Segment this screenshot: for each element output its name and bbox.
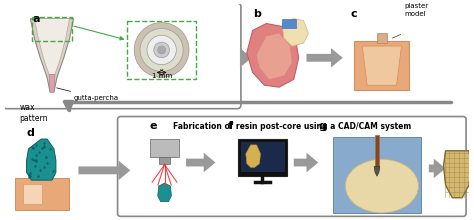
Text: wax
pattern: wax pattern: [20, 103, 48, 123]
FancyBboxPatch shape: [377, 33, 387, 43]
FancyBboxPatch shape: [355, 41, 409, 90]
Polygon shape: [186, 153, 216, 172]
Ellipse shape: [345, 159, 419, 213]
FancyBboxPatch shape: [241, 142, 284, 171]
Text: f: f: [228, 121, 233, 131]
Polygon shape: [158, 183, 172, 202]
Text: 1 mm: 1 mm: [152, 73, 172, 79]
Polygon shape: [240, 48, 252, 68]
Polygon shape: [429, 159, 446, 178]
FancyBboxPatch shape: [23, 184, 42, 204]
FancyBboxPatch shape: [333, 137, 421, 213]
Text: c: c: [351, 9, 357, 19]
Circle shape: [140, 28, 183, 72]
Polygon shape: [444, 151, 471, 198]
FancyBboxPatch shape: [128, 21, 196, 79]
Polygon shape: [294, 153, 318, 172]
Text: e: e: [150, 121, 157, 131]
Polygon shape: [78, 161, 130, 180]
FancyBboxPatch shape: [118, 117, 466, 216]
Text: g: g: [318, 121, 326, 131]
Text: a: a: [32, 14, 40, 24]
FancyBboxPatch shape: [159, 157, 171, 165]
Polygon shape: [247, 24, 299, 87]
Polygon shape: [362, 46, 401, 85]
Circle shape: [134, 23, 189, 77]
Text: Fabrication of resin post-core using a CAD/CAM system: Fabrication of resin post-core using a C…: [173, 122, 411, 131]
FancyBboxPatch shape: [282, 19, 296, 28]
Polygon shape: [27, 139, 56, 180]
Polygon shape: [256, 33, 292, 79]
Polygon shape: [35, 19, 70, 74]
Text: b: b: [253, 9, 261, 19]
Polygon shape: [374, 167, 380, 176]
FancyBboxPatch shape: [238, 139, 287, 176]
Polygon shape: [282, 19, 309, 46]
Circle shape: [147, 35, 176, 65]
Polygon shape: [49, 74, 55, 92]
Polygon shape: [30, 19, 73, 92]
FancyBboxPatch shape: [150, 139, 179, 157]
FancyBboxPatch shape: [3, 3, 241, 109]
Circle shape: [158, 46, 165, 54]
Text: d: d: [27, 128, 35, 138]
Text: gutta-percha: gutta-percha: [57, 88, 118, 101]
Polygon shape: [307, 48, 343, 68]
Text: plaster
model: plaster model: [404, 3, 428, 17]
Polygon shape: [246, 145, 261, 167]
Circle shape: [154, 42, 170, 58]
FancyBboxPatch shape: [15, 178, 69, 209]
